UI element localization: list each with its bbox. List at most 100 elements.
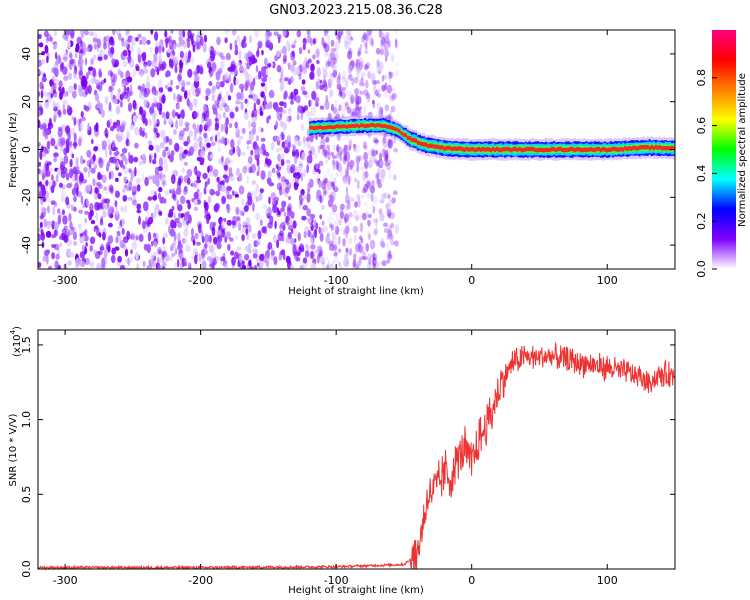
colorbar-tick-label: 0.2	[695, 212, 708, 230]
spectrogram-ridge-cell	[337, 124, 340, 129]
spectrogram-noise-cell	[390, 222, 394, 229]
spectrogram-noise-cell	[208, 81, 213, 87]
spectrogram-noise-cell	[98, 232, 102, 238]
spectrogram-ridge-cell	[585, 147, 588, 153]
spectrogram-noise-cell	[185, 244, 191, 252]
spectrogram-noise-cell	[358, 256, 362, 266]
spectrogram-noise-cell	[141, 172, 144, 183]
spectrogram-noise-cell	[389, 212, 395, 220]
spectrogram-noise-cell	[124, 204, 128, 214]
spectrogram-noise-cell	[79, 57, 84, 67]
spectrogram-noise-cell	[62, 209, 65, 216]
spectrogram-noise-cell	[102, 210, 107, 218]
spectrogram-noise-cell	[367, 213, 372, 219]
spectrogram-noise-cell	[60, 164, 64, 175]
spectrogram-noise-cell	[127, 196, 133, 201]
spectrogram-ridge-cell	[634, 145, 637, 151]
spectrogram-noise-cell	[331, 260, 335, 266]
spectrogram-noise-cell	[332, 144, 336, 151]
spectrogram-ridge-cell	[463, 147, 466, 152]
spectrogram-noise-cell	[173, 194, 177, 201]
spectrogram-noise-cell	[157, 186, 163, 193]
spectrogram-noise-cell	[285, 159, 291, 164]
spectrogram-noise-cell	[46, 250, 50, 255]
spectrogram-noise-cell	[109, 149, 112, 156]
spectrogram-noise-cell	[376, 176, 380, 186]
spectrogram-noise-cell	[222, 138, 227, 145]
spectrogram-noise-cell	[139, 106, 143, 115]
spectrogram-noise-cell	[361, 212, 367, 221]
spectrogram-noise-cell	[365, 243, 370, 252]
snr-x-tick-label: -100	[324, 574, 349, 587]
spectrogram-noise-cell	[153, 240, 157, 248]
spectrogram-noise-cell	[297, 105, 302, 113]
spectrogram-noise-cell	[353, 210, 358, 215]
spectrogram-noise-cell	[62, 99, 68, 106]
spectrogram-noise-cell	[183, 175, 189, 184]
spectrogram-noise-cell	[239, 209, 243, 216]
spectrogram-ridge-cell	[445, 146, 448, 151]
spectrogram-ridge-cell	[618, 147, 621, 152]
spectrogram-noise-cell	[331, 103, 334, 112]
spectrogram-noise-cell	[385, 203, 390, 210]
spectrogram-noise-cell	[246, 139, 253, 145]
spectrogram-ridge-cell	[420, 141, 424, 147]
spectrogram-noise-cell	[38, 70, 41, 75]
spectrogram-noise-cell	[65, 144, 70, 154]
spectrogram-ridge-cell	[673, 146, 675, 151]
spectrogram-noise-cell	[373, 139, 379, 144]
spectrogram-noise-cell	[248, 259, 252, 267]
spectrogram-noise-cell	[53, 111, 58, 121]
spectrogram-noise-cell	[336, 145, 339, 152]
spectrogram-noise-cell	[346, 169, 349, 178]
spectrogram-noise-cell	[226, 90, 230, 97]
spectrogram-noise-cell	[325, 136, 330, 143]
spectrogram-noise-cell	[154, 152, 157, 161]
spectrogram-noise-cell	[231, 219, 236, 226]
spectrogram-noise-cell	[321, 179, 327, 190]
spectrogram-noise-cell	[268, 31, 273, 37]
spectrogram-noise-cell	[308, 150, 313, 155]
spectrogram-noise-cell	[226, 219, 232, 226]
spectrogram-noise-cell	[352, 225, 359, 233]
colorbar-tick-label: 0.6	[695, 117, 708, 135]
spectrogram-noise-cell	[265, 68, 269, 76]
spectrogram-noise-cell	[43, 218, 48, 228]
svg-text:(x104): (x104)	[9, 326, 23, 357]
spectrogram-noise-cell	[38, 109, 41, 118]
spectrogram-noise-cell	[292, 243, 297, 253]
spectrogram-noise-cell	[376, 102, 381, 111]
spectrogram-noise-cell	[332, 159, 337, 164]
spectrogram-noise-cell	[134, 37, 139, 42]
spectrogram-noise-cell	[379, 240, 385, 247]
spectrogram-ridge-cell	[555, 147, 558, 153]
snr-panel: -300 -200 -100 0 100 0.00.51.01.5 Height of …	[8, 326, 676, 596]
spectrogram-noise-cell	[176, 43, 181, 48]
spectrogram-noise-cell	[183, 257, 187, 267]
spectrogram-noise-cell	[71, 206, 74, 211]
spectrogram-noise-cell	[117, 69, 122, 76]
spectrogram-noise-cell	[161, 111, 166, 119]
spectrogram-noise-cell	[331, 235, 337, 244]
spectrogram-noise-cell	[235, 130, 240, 138]
spectrogram-noise-cell	[244, 245, 249, 252]
spectrogram-noise-cell	[224, 72, 229, 81]
spectrogram-noise-cell	[336, 30, 342, 38]
spectrogram-noise-cell	[358, 106, 363, 111]
spectrogram-ridge-cell	[528, 147, 531, 152]
spectrogram-ridge-cell	[553, 147, 556, 152]
spectrogram-noise-cell	[296, 114, 300, 121]
spectrogram-ridge-cell	[394, 127, 397, 131]
spectrogram-noise-cell	[54, 78, 60, 87]
snr-y-tick-label: 0.5	[20, 486, 33, 504]
spectrogram-noise-cell	[187, 50, 192, 60]
spectrogram-noise-cell	[122, 188, 126, 193]
spectrogram-noise-cell	[95, 93, 100, 102]
spectrogram-noise-cell	[212, 107, 218, 115]
spectrogram-noise-cell	[44, 44, 49, 54]
spectrogram-noise-cell	[38, 181, 43, 187]
spectrogram-noise-cell	[64, 51, 68, 57]
spectrogram-noise-cell	[205, 95, 209, 101]
spectrogram-noise-cell	[275, 50, 281, 58]
spectrogram-noise-cell	[134, 142, 139, 149]
